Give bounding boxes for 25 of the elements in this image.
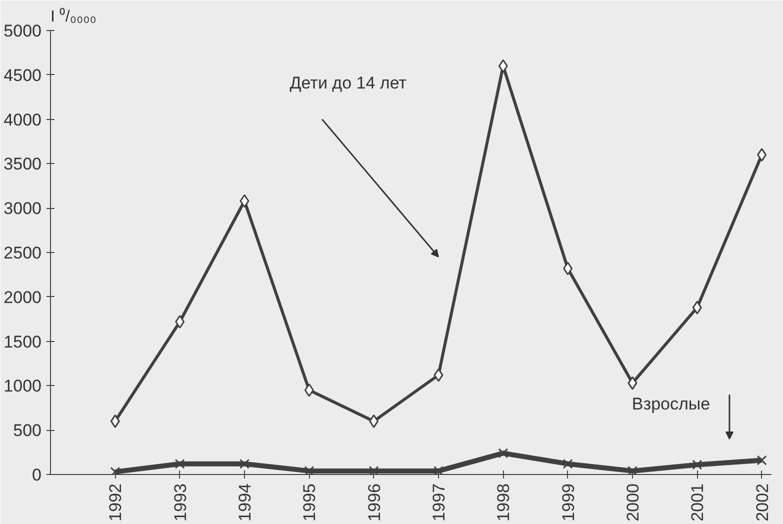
y-tick-label: 1000 — [4, 376, 42, 396]
x-tick-label: 1998 — [494, 483, 514, 522]
y-tick-label: 4000 — [4, 110, 42, 130]
x-tick-label: 2002 — [752, 483, 772, 522]
x-tick-label: 1997 — [429, 483, 448, 522]
y-tick-label: 2000 — [4, 288, 42, 307]
x-tick-label: 1994 — [235, 483, 254, 522]
annotation: Дети до 14 лет — [290, 74, 407, 93]
annotation: Взрослые — [632, 394, 710, 414]
x-tick-label: 1995 — [300, 483, 320, 522]
y-tick-label: 3500 — [4, 154, 42, 174]
x-tick-label: 1996 — [364, 483, 384, 522]
x-tick-label: 1999 — [558, 483, 578, 522]
y-axis-title: I ⁰/₀₀₀₀ — [50, 8, 96, 26]
x-tick-label: 2001 — [688, 483, 708, 522]
y-tick-label: 4500 — [4, 66, 42, 85]
x-tick-label: 1992 — [106, 483, 126, 522]
y-tick-label: 3000 — [4, 199, 42, 218]
y-tick-label: 2500 — [4, 244, 42, 262]
y-tick-label: 1500 — [4, 332, 42, 352]
y-tick-label: 0 — [32, 466, 42, 484]
y-tick-label: 5000 — [4, 22, 42, 40]
y-tick-label: 500 — [13, 421, 42, 440]
x-tick-label: 1993 — [170, 483, 190, 522]
x-tick-label: 2000 — [623, 483, 642, 522]
